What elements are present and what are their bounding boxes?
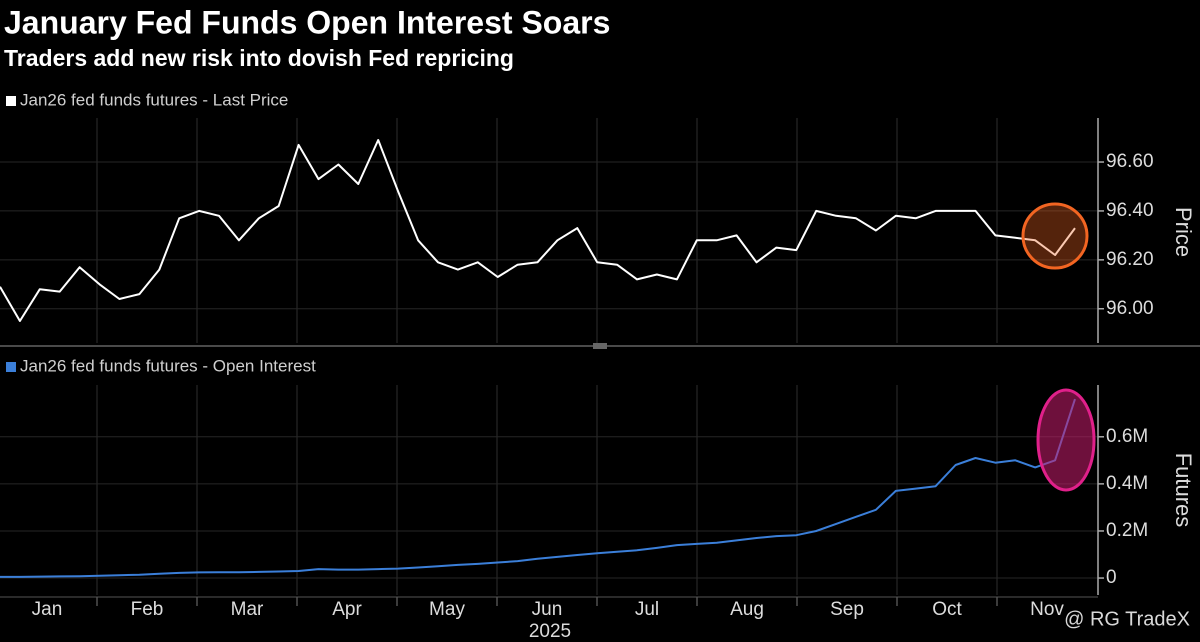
chart-title: January Fed Funds Open Interest Soars: [4, 4, 610, 40]
legend-swatch: [6, 96, 16, 106]
x-tick-label: Aug: [730, 599, 764, 620]
y-tick-label: 96.60: [1106, 151, 1154, 172]
x-tick-label: May: [429, 599, 465, 620]
divider-handle: [593, 343, 607, 349]
y-tick-label: 0.6M: [1106, 426, 1148, 447]
y-tick-label: 0.4M: [1106, 473, 1148, 494]
x-tick-label: Oct: [932, 599, 962, 620]
x-axis-title: 2025: [529, 621, 571, 642]
plot-layer: 96.00 96.20 96.40 96.60 Price Jan26 fed funds…: [0, 90, 1196, 642]
legend-label: Jan26 fed funds futures - Last Price: [20, 90, 288, 109]
x-tick-label: Mar: [231, 599, 264, 620]
x-tick-label: Sep: [830, 599, 864, 620]
legend-label: Jan26 fed funds futures - Open Interest: [20, 356, 316, 375]
legend-swatch: [6, 362, 16, 372]
y-axis-title: Price: [1171, 207, 1196, 257]
series-line: [0, 139, 1076, 322]
x-tick-label: Feb: [131, 599, 164, 620]
y-axis-title: Futures: [1171, 453, 1196, 528]
series-line: [0, 398, 1076, 578]
x-tick-label: Jun: [532, 599, 563, 620]
y-tick-label: 96.20: [1106, 249, 1154, 270]
x-tick-label: Jan: [32, 599, 63, 620]
y-tick-label: 96.40: [1106, 200, 1154, 221]
x-tick-label: Nov: [1030, 599, 1064, 620]
y-tick-label: 0: [1106, 567, 1117, 588]
watermark: @ RG TradeX: [1064, 608, 1190, 630]
chart-subtitle: Traders add new risk into dovish Fed rep…: [4, 45, 514, 71]
x-tick-label: Jul: [635, 599, 659, 620]
x-tick-label: Apr: [332, 599, 362, 620]
highlight-ellipse: [1036, 388, 1096, 492]
y-tick-label: 0.2M: [1106, 520, 1148, 541]
y-tick-label: 96.00: [1106, 298, 1154, 319]
highlight-circle: [1021, 202, 1089, 270]
